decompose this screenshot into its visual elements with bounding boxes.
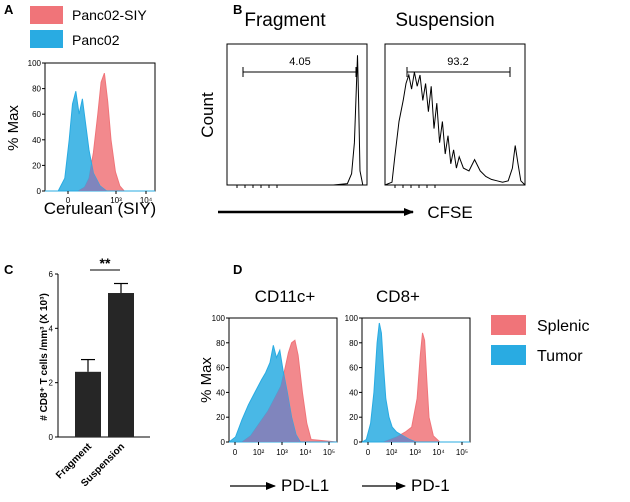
panel-b-histogram-suspension	[384, 72, 526, 186]
panel-letter-a: A	[4, 2, 14, 17]
plot-frame-suspension	[384, 43, 526, 186]
plot-title-suspension: Suspension	[395, 10, 494, 31]
panel-d-cd11c-y-tick-label: 0	[221, 438, 226, 447]
panel-letter-d: D	[233, 262, 242, 277]
legend-swatch-splenic	[491, 315, 526, 335]
bar-suspension	[108, 293, 134, 437]
panel-d-cd11c-x-tick-label: 0	[233, 448, 238, 457]
panel-a-y-tick-label: 80	[32, 85, 41, 94]
panel-c-y-tick-label: 2	[49, 379, 54, 388]
y-axis-label-d: % Max	[198, 357, 215, 403]
panel-c-y-tick-label: 4	[49, 324, 54, 333]
panel-letter-b: B	[233, 2, 242, 17]
panel-b-histogram-fragment	[227, 55, 367, 186]
x-axis-label-cfse: CFSE	[427, 203, 472, 222]
panel-d-cd11c-x-tick-label: 10²	[253, 448, 265, 457]
legend-label-splenic: Splenic	[537, 318, 589, 335]
gate-value-suspension: 93.2	[447, 56, 468, 68]
plot-title-fragment: Fragment	[244, 10, 326, 31]
panel-d-cd8-y-tick-label: 20	[349, 413, 358, 422]
legend-swatch-tumor	[491, 345, 526, 365]
panel-d-cd11c-x-tick-label: 10⁵	[323, 448, 335, 457]
legend-label-tumor: Tumor	[537, 348, 583, 365]
panel-d-cd11c-y-tick-label: 60	[216, 364, 225, 373]
panel-a-x-tick-label: 10³	[110, 196, 122, 205]
panel-d-cd8-series-tumor	[360, 322, 470, 443]
plot-title-cd8: CD8+	[376, 287, 420, 306]
panel-d-cd11c-y-tick-label: 100	[212, 314, 226, 323]
panel-a-y-tick-label: 100	[28, 59, 42, 68]
panel-d-cd11c-x-tick-label: 10⁴	[299, 448, 312, 457]
panel-d-cd8-x-tick-label: 10³	[409, 448, 421, 457]
panel-d-cd11c-x-tick-label: 10³	[276, 448, 288, 457]
panel-d-cd8-x-tick-label: 10⁴	[432, 448, 445, 457]
legend-label-panc02-siy: Panc02-SIY	[72, 7, 147, 23]
panel-b: Fragment Suspension Count 4.05 93.2 CFSE	[198, 10, 526, 222]
panel-d-cd11c-y-tick-label: 80	[216, 339, 225, 348]
panel-c: # CD8⁺ T cells /mm³ (X 10³) **	[39, 255, 150, 438]
panel-a-series-panc02-siy	[45, 73, 155, 192]
plot-title-cd11c: CD11c+	[255, 287, 316, 306]
x-axis-label-pd1: PD-1	[411, 476, 450, 495]
x-axis-label-pdl1: PD-L1	[281, 476, 329, 495]
legend-swatch-panc02	[30, 30, 63, 48]
panel-d-cd8-y-tick-label: 80	[349, 339, 358, 348]
panel-d-cd8-y-tick-label: 100	[345, 314, 359, 323]
panel-c-y-tick-label: 0	[49, 433, 54, 442]
significance-stars: **	[100, 255, 111, 271]
panel-d-cd8-x-tick-label: 10⁵	[456, 448, 468, 457]
panel-a: Panc02-SIY Panc02 % Max Cerulean (SIY)	[5, 6, 156, 218]
legend-label-panc02: Panc02	[72, 32, 120, 48]
panel-d-cd11c-overlap-area	[229, 374, 337, 442]
bar-fragment	[75, 371, 101, 437]
y-axis-label-c: # CD8⁺ T cells /mm³ (X 10³)	[39, 293, 50, 421]
gate-value-fragment: 4.05	[289, 56, 310, 68]
panel-d-cd8-y-tick-label: 0	[354, 438, 359, 447]
panel-d-cd11c-y-tick-label: 40	[216, 388, 225, 397]
panel-c-y-tick-label: 6	[49, 270, 54, 279]
panel-letter-c: C	[4, 262, 14, 277]
panel-a-x-tick-label: 0	[66, 196, 71, 205]
panel-a-y-tick-label: 20	[32, 161, 41, 170]
panel-a-y-tick-label: 40	[32, 136, 41, 145]
panel-a-x-tick-label: 10⁴	[140, 196, 153, 205]
panel-a-y-tick-label: 60	[32, 110, 41, 119]
panel-d-cd8-y-tick-label: 60	[349, 364, 358, 373]
y-axis-label-count: Count	[198, 92, 217, 138]
legend-swatch-panc02-siy	[30, 6, 63, 24]
panel-d-cd8-y-tick-label: 40	[349, 388, 358, 397]
panel-d-cd8-x-tick-label: 10²	[386, 448, 398, 457]
panel-d-cd8-x-tick-label: 0	[366, 448, 371, 457]
y-axis-label-a: % Max	[5, 105, 22, 151]
panel-d-cd8-overlap-area	[362, 434, 470, 442]
panel-a-y-tick-label: 0	[37, 187, 42, 196]
panel-d-cd11c-y-tick-label: 20	[216, 413, 225, 422]
x-axis-label-a: Cerulean (SIY)	[44, 199, 156, 218]
